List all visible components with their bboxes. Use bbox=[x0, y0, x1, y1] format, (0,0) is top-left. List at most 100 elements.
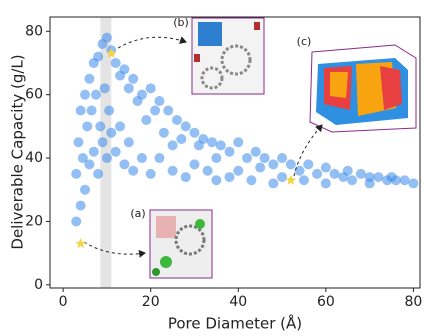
y-tick-label: 20 bbox=[25, 213, 43, 229]
annotation: (a) bbox=[130, 207, 145, 220]
point bbox=[207, 137, 217, 147]
point bbox=[106, 128, 116, 138]
point bbox=[100, 83, 110, 93]
x-axis-label: Pore Diameter (Å) bbox=[168, 314, 302, 333]
point bbox=[312, 169, 322, 179]
point bbox=[111, 58, 121, 68]
point bbox=[159, 128, 169, 138]
point bbox=[321, 178, 331, 188]
point bbox=[260, 153, 270, 163]
point bbox=[146, 83, 156, 93]
point bbox=[93, 52, 103, 62]
y-tick-label: 40 bbox=[25, 150, 43, 166]
point bbox=[80, 185, 90, 195]
point bbox=[408, 178, 418, 188]
point bbox=[198, 134, 208, 144]
point bbox=[211, 175, 221, 185]
point bbox=[76, 106, 86, 116]
point bbox=[400, 175, 410, 185]
point bbox=[102, 153, 112, 163]
point bbox=[71, 216, 81, 226]
point bbox=[124, 83, 134, 93]
point bbox=[91, 90, 101, 100]
point bbox=[95, 121, 105, 131]
x-tick-label: 40 bbox=[229, 294, 247, 310]
point bbox=[295, 166, 305, 176]
point bbox=[189, 128, 199, 138]
inset-b bbox=[192, 18, 264, 94]
point bbox=[189, 159, 199, 169]
x-tick-label: 20 bbox=[142, 294, 160, 310]
annotation: (b) bbox=[173, 16, 189, 29]
point bbox=[84, 74, 94, 84]
point bbox=[87, 106, 97, 116]
point bbox=[82, 121, 92, 131]
point bbox=[154, 96, 164, 106]
point bbox=[255, 163, 265, 173]
y-tick-label: 0 bbox=[34, 277, 43, 293]
point bbox=[211, 153, 221, 163]
point bbox=[115, 121, 125, 131]
point bbox=[93, 169, 103, 179]
point bbox=[225, 147, 235, 157]
x-tick-label: 80 bbox=[405, 294, 423, 310]
point bbox=[154, 153, 164, 163]
annotation: (c) bbox=[297, 35, 312, 48]
point bbox=[89, 147, 99, 157]
point bbox=[80, 90, 90, 100]
x-tick-label: 0 bbox=[59, 294, 68, 310]
point bbox=[150, 106, 160, 116]
point bbox=[299, 175, 309, 185]
point bbox=[163, 106, 173, 116]
y-tick-label: 80 bbox=[25, 23, 43, 39]
point bbox=[216, 140, 226, 150]
point bbox=[233, 137, 243, 147]
point bbox=[168, 140, 178, 150]
point bbox=[246, 175, 256, 185]
point bbox=[141, 115, 151, 125]
point bbox=[104, 106, 114, 116]
point bbox=[321, 163, 331, 173]
point bbox=[119, 64, 129, 74]
highlight-star bbox=[75, 238, 86, 248]
point bbox=[128, 166, 138, 176]
point bbox=[356, 169, 366, 179]
point bbox=[76, 201, 86, 211]
point bbox=[73, 137, 83, 147]
point bbox=[176, 134, 186, 144]
point bbox=[124, 137, 134, 147]
point bbox=[203, 166, 213, 176]
point bbox=[181, 121, 191, 131]
point bbox=[268, 178, 278, 188]
point bbox=[365, 178, 375, 188]
point bbox=[373, 172, 383, 182]
point bbox=[251, 147, 261, 157]
point bbox=[277, 153, 287, 163]
point bbox=[172, 115, 182, 125]
chart: Pore Diameter (Å) Deliverable Capacity (… bbox=[0, 0, 424, 336]
point bbox=[71, 169, 81, 179]
point bbox=[111, 147, 121, 157]
arrow bbox=[84, 242, 145, 254]
point bbox=[347, 175, 357, 185]
point bbox=[233, 166, 243, 176]
point bbox=[277, 172, 287, 182]
arrow bbox=[118, 37, 186, 48]
point bbox=[146, 169, 156, 179]
point bbox=[168, 166, 178, 176]
x-tick-label: 60 bbox=[317, 294, 335, 310]
point bbox=[268, 159, 278, 169]
point bbox=[303, 159, 313, 169]
point bbox=[181, 172, 191, 182]
point bbox=[84, 159, 94, 169]
point bbox=[137, 153, 147, 163]
inset-c bbox=[310, 45, 416, 132]
point bbox=[330, 169, 340, 179]
point bbox=[242, 153, 252, 163]
y-tick-label: 60 bbox=[25, 87, 43, 103]
point bbox=[137, 90, 147, 100]
inset-a bbox=[150, 210, 212, 278]
highlight-star bbox=[286, 175, 297, 185]
point bbox=[343, 166, 353, 176]
point bbox=[391, 175, 401, 185]
